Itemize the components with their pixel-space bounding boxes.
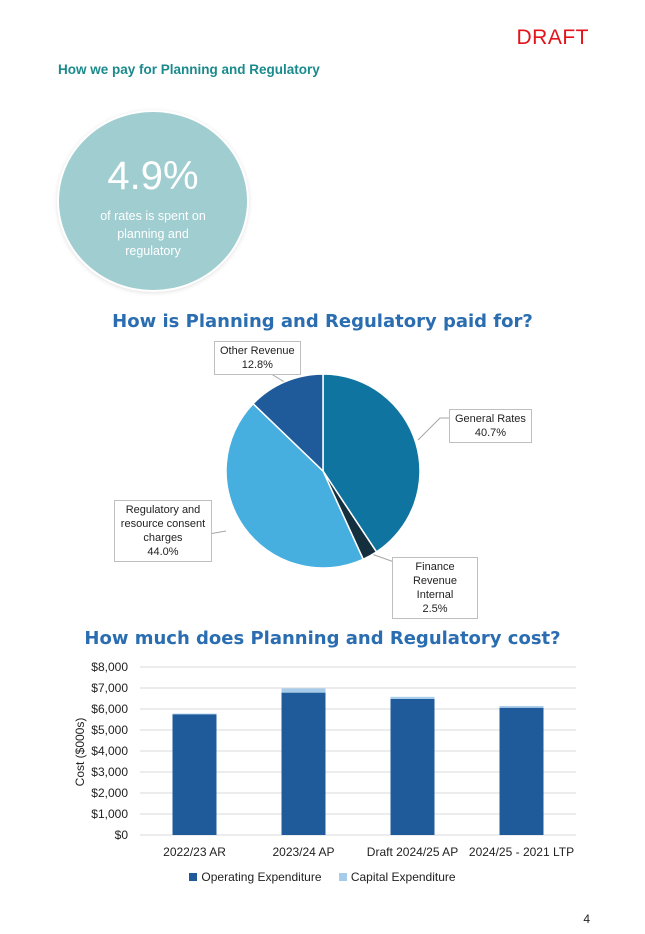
- pie-callout-value: 2.5%: [422, 603, 448, 615]
- pie-callout-value: 12.8%: [241, 359, 273, 371]
- x-tick-label: 2024/25 - 2021 LTP: [469, 845, 574, 859]
- bar-x-tick-labels: 2022/23 AR 2023/24 AP Draft 2024/25 AP 2024…: [163, 845, 574, 859]
- bar-capital-1: [281, 688, 326, 693]
- bar-capital-0: [172, 713, 217, 715]
- pie-callout-name: General Rates: [455, 413, 526, 425]
- bar-y-axis-label: Cost ($000s): [73, 718, 87, 787]
- bar-operating-3: [499, 707, 544, 835]
- pie-callout-regulatory-charges: Regulatory and resource consent charges …: [114, 500, 212, 562]
- stat-caption: of rates is spent on planning and regula…: [100, 209, 206, 258]
- stat-percentage: 4.9%: [107, 154, 199, 198]
- pie-callout-other-revenue: Other Revenue 12.8%: [214, 341, 301, 375]
- bar-operating-2: [390, 698, 435, 835]
- bar-capital-2: [390, 696, 435, 699]
- x-tick-label: 2022/23 AR: [163, 845, 226, 859]
- page-number: 4: [583, 912, 590, 926]
- section-heading: How we pay for Planning and Regulatory: [58, 62, 320, 77]
- y-tick-label: $7,000: [91, 681, 128, 695]
- pie-callout-finance-revenue: Finance Revenue Internal 2.5%: [392, 557, 478, 619]
- x-tick-label: Draft 2024/25 AP: [367, 845, 458, 859]
- legend-label: Capital Expenditure: [350, 870, 456, 884]
- pie-callout-name: Finance Revenue Internal: [412, 561, 458, 601]
- draft-watermark: DRAFT: [516, 26, 589, 49]
- legend-item-operating: Operating Expenditure: [189, 870, 322, 884]
- legend-swatch-capital: [338, 873, 347, 881]
- bar-capital-3: [499, 706, 544, 708]
- legend-swatch-operating: [189, 873, 198, 881]
- pie-chart-title: How is Planning and Regulatory paid for?: [112, 311, 533, 332]
- legend-item-capital: Capital Expenditure: [338, 870, 456, 884]
- pie-callout-name: Regulatory and resource consent charges: [120, 504, 206, 544]
- bar-y-tick-labels: $0 $1,000 $2,000 $3,000 $4,000 $5,000 $6,000 $7…: [91, 660, 128, 842]
- pie-callout-value: 44.0%: [147, 546, 179, 558]
- y-tick-label: $6,000: [91, 702, 128, 716]
- pie-slices: [225, 373, 421, 569]
- stat-circle: 4.9% of rates is spent on planning and r…: [59, 112, 247, 290]
- y-tick-label: $4,000: [91, 744, 128, 758]
- pie-slice-2: [225, 402, 365, 569]
- pie-callout-name: Other Revenue: [220, 345, 295, 357]
- x-tick-label: 2023/24 AP: [272, 845, 334, 859]
- bar-chart-title: How much does Planning and Regulatory co…: [84, 628, 561, 649]
- bar-operating-1: [281, 692, 326, 835]
- y-tick-label: $1,000: [91, 807, 128, 821]
- bar-operating-0: [172, 714, 217, 835]
- y-tick-label: $0: [115, 828, 129, 842]
- y-tick-label: $5,000: [91, 723, 128, 737]
- pie-callout-value: 40.7%: [474, 427, 507, 439]
- pie-slice-3: [252, 373, 324, 473]
- y-tick-label: $8,000: [91, 660, 128, 674]
- y-tick-label: $2,000: [91, 786, 128, 800]
- pie-callout-general-rates: General Rates 40.7%: [449, 409, 532, 443]
- bar-legend: Operating Expenditure Capital Expenditur…: [0, 870, 645, 884]
- y-tick-label: $3,000: [91, 765, 128, 779]
- bar-bars: [172, 688, 544, 835]
- legend-label: Operating Expenditure: [201, 870, 322, 884]
